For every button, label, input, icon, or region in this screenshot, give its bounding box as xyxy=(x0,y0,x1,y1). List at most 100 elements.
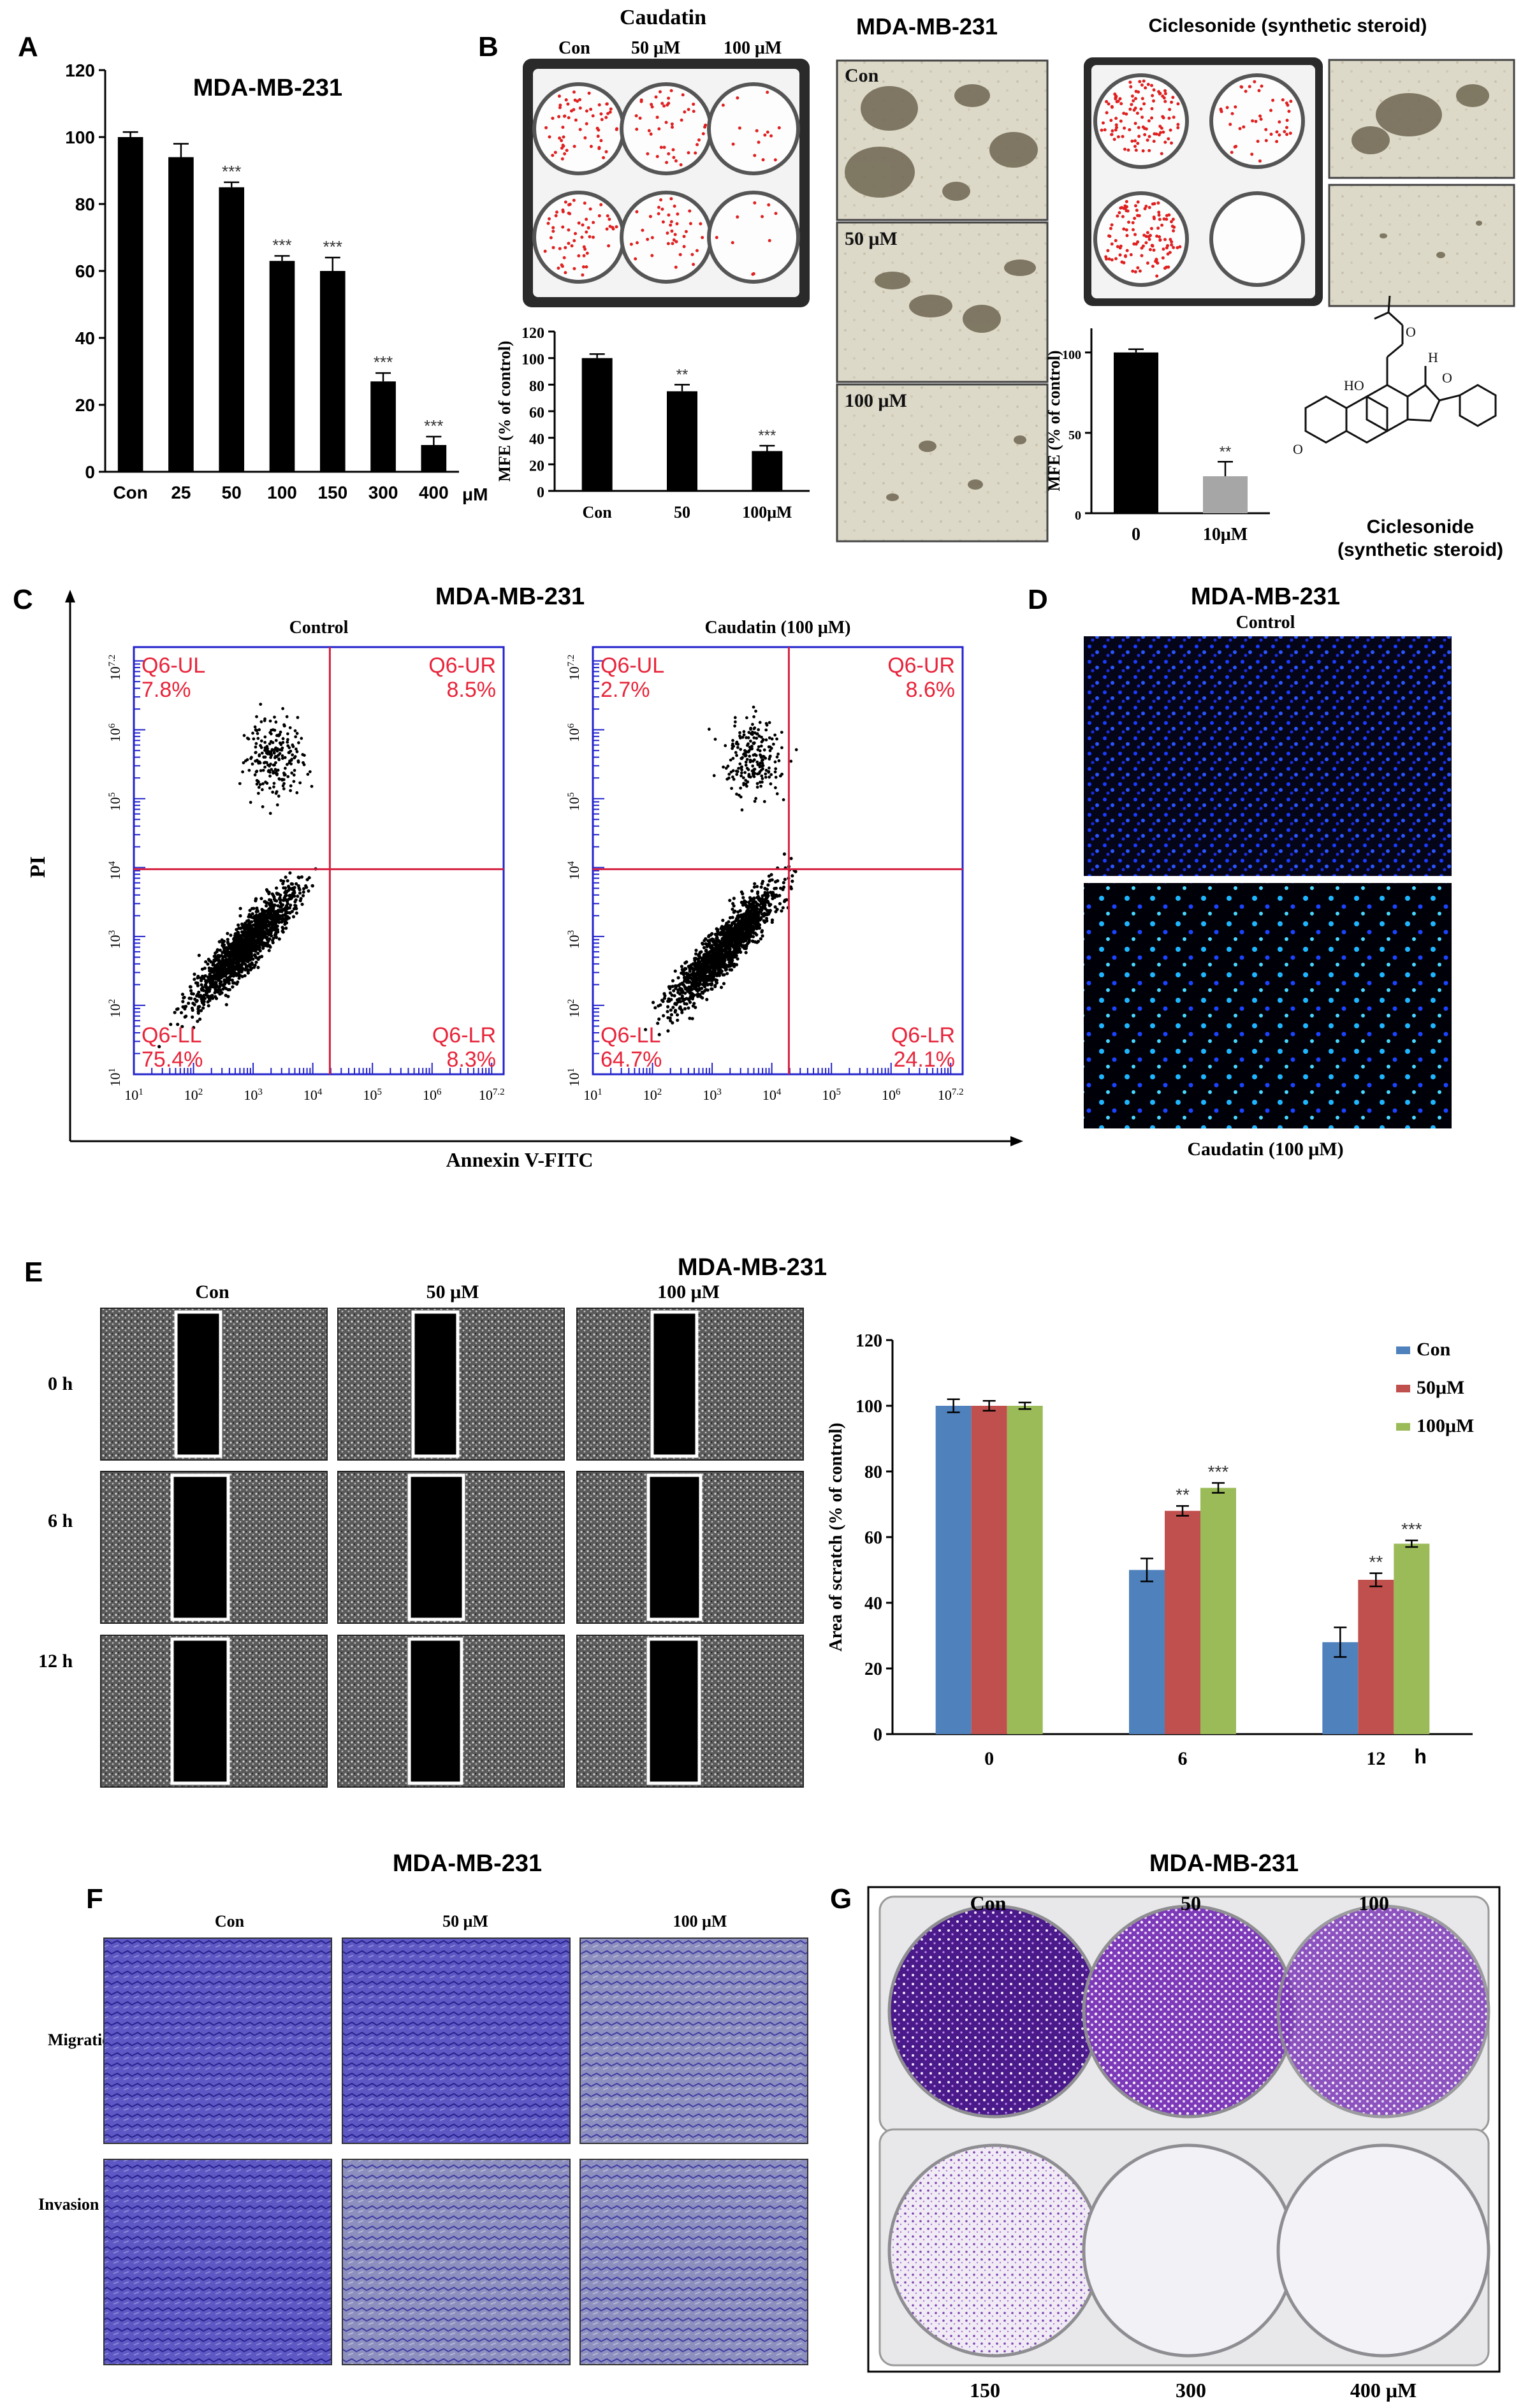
plate-label-con: Con xyxy=(558,38,590,58)
colony-dot xyxy=(1230,112,1234,115)
flow-event xyxy=(189,989,193,993)
colony-dot xyxy=(577,221,581,225)
flow-event xyxy=(260,751,264,755)
flow-event xyxy=(768,775,771,779)
flow-event xyxy=(747,736,750,740)
flow-event xyxy=(773,786,777,789)
flow-event xyxy=(280,778,284,782)
colony-dot xyxy=(560,157,564,161)
flow-event xyxy=(762,799,766,803)
flow-event xyxy=(685,986,689,990)
colony-dot xyxy=(649,132,653,136)
flow-event xyxy=(215,948,219,952)
flow-event xyxy=(729,954,732,958)
flow-y-tick-label: 102 xyxy=(107,999,123,1018)
flow-event xyxy=(263,765,266,769)
flow-event xyxy=(196,1019,200,1023)
flow-event xyxy=(717,967,720,971)
flow-event xyxy=(276,930,280,934)
flow-event xyxy=(692,993,696,997)
colony-dot xyxy=(1146,82,1150,86)
flow-event xyxy=(258,754,261,757)
flow-event xyxy=(731,739,734,742)
flow-event xyxy=(724,933,728,937)
flow-x-tick-label: 102 xyxy=(184,1087,203,1103)
flow-event xyxy=(261,944,265,947)
flow-x-tick-exp: 6 xyxy=(896,1087,901,1097)
significance-label: *** xyxy=(374,353,393,372)
flow-event xyxy=(763,907,768,910)
colony-dot xyxy=(597,214,601,217)
flow-event xyxy=(757,728,761,731)
colony-dot xyxy=(1155,234,1159,238)
colony-dot xyxy=(1160,223,1164,227)
flow-y-tick-label: 103 xyxy=(107,930,123,949)
flow-event xyxy=(266,763,270,767)
flow-event xyxy=(713,984,717,988)
flow-event xyxy=(744,763,748,767)
colony-dot xyxy=(1125,249,1129,252)
flow-event xyxy=(175,1007,179,1011)
flow-event xyxy=(764,917,769,921)
colony-dot xyxy=(669,197,673,201)
flow-event xyxy=(685,1002,688,1006)
colony-dot xyxy=(548,217,551,221)
flow-event xyxy=(739,748,743,751)
flow-event xyxy=(254,741,258,745)
flow-event xyxy=(764,768,768,772)
scratch-gap xyxy=(411,1310,460,1458)
colony-dot xyxy=(1105,99,1109,103)
flow-event xyxy=(191,1015,194,1019)
flow-event xyxy=(766,900,769,903)
flow-event xyxy=(700,957,704,961)
flow-event xyxy=(743,754,747,758)
flow-event xyxy=(757,926,762,930)
flow-event xyxy=(292,780,296,784)
flow-event xyxy=(256,938,259,942)
flow-event xyxy=(684,978,688,982)
colony-dot xyxy=(692,102,696,106)
colony-well-300 xyxy=(1082,2143,1296,2358)
flow-event xyxy=(272,763,275,767)
flow-event xyxy=(286,740,289,744)
flow-event xyxy=(286,879,289,883)
micro-label-50: 50 μM xyxy=(845,228,898,249)
flow-event xyxy=(760,930,764,934)
flow-event xyxy=(260,937,264,941)
colony-dot xyxy=(1165,244,1169,247)
flow-event xyxy=(768,754,772,758)
colony-dot xyxy=(650,105,654,109)
colony-dot xyxy=(1142,79,1146,83)
flow-event xyxy=(226,995,230,998)
colony-dot xyxy=(1160,152,1163,156)
flow-event xyxy=(774,775,778,779)
colony-dot xyxy=(1238,127,1242,131)
ciclesonide-title: Ciclesonide (synthetic steroid) xyxy=(1149,15,1427,36)
flow-event xyxy=(200,983,203,987)
flow-event xyxy=(274,720,278,724)
flow-event xyxy=(758,780,762,784)
flow-event xyxy=(252,907,256,910)
flow-event xyxy=(243,974,247,978)
colony-dot xyxy=(655,115,659,119)
flow-event xyxy=(205,991,209,995)
flow-y-tick-exp: 7.2 xyxy=(566,655,576,667)
flow-event xyxy=(704,942,708,946)
colony-dot xyxy=(566,102,570,106)
colony-dot xyxy=(641,228,645,232)
flow-event xyxy=(210,993,214,998)
bar xyxy=(1129,1570,1165,1734)
colony-dot xyxy=(1114,96,1118,99)
flow-event xyxy=(295,911,298,915)
bar xyxy=(319,271,346,472)
flow-event xyxy=(713,738,717,741)
flow-event xyxy=(755,760,759,764)
colony-dot xyxy=(699,222,703,226)
flow-event xyxy=(259,896,263,901)
flow-event xyxy=(272,785,275,789)
flow-event xyxy=(657,1033,661,1037)
flow-event xyxy=(773,905,777,909)
colony-dot xyxy=(1260,84,1264,88)
colony-dot xyxy=(1165,217,1169,221)
flow-event xyxy=(249,801,252,804)
